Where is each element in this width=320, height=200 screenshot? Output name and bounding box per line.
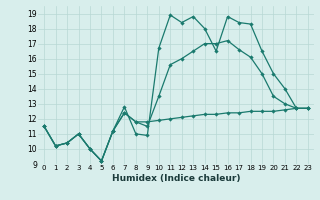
X-axis label: Humidex (Indice chaleur): Humidex (Indice chaleur): [112, 174, 240, 183]
